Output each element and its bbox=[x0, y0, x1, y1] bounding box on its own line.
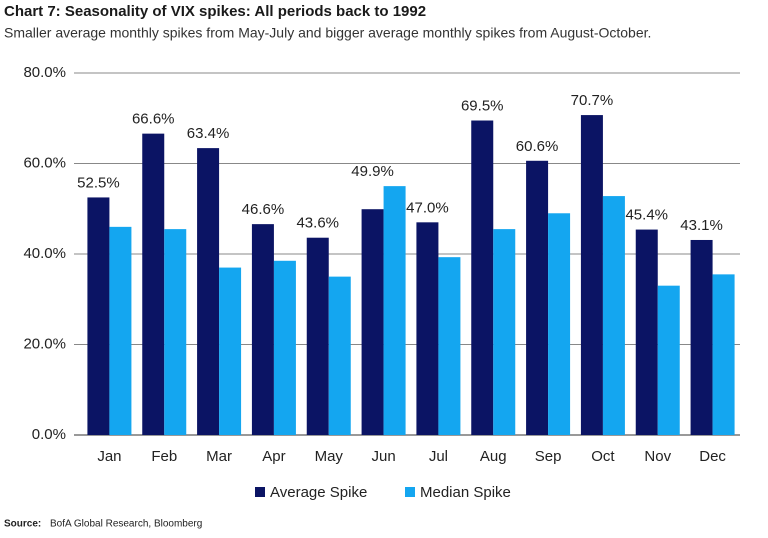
legend-label: Average Spike bbox=[270, 484, 367, 501]
bar bbox=[712, 274, 735, 435]
bar bbox=[602, 196, 625, 435]
bar bbox=[548, 213, 571, 435]
bar bbox=[251, 224, 274, 435]
x-tick-label: Aug bbox=[480, 448, 507, 465]
x-tick-label: Mar bbox=[206, 448, 232, 465]
value-label: 63.4% bbox=[187, 125, 230, 142]
x-tick-label: Feb bbox=[151, 448, 177, 465]
bar bbox=[109, 226, 132, 435]
bar bbox=[690, 239, 713, 435]
x-tick-label: Nov bbox=[644, 448, 671, 465]
y-tick-label: 0.0% bbox=[32, 426, 66, 443]
value-label: 47.0% bbox=[406, 199, 449, 216]
y-tick-label: 40.0% bbox=[23, 245, 66, 262]
chart-title: Chart 7: Seasonality of VIX spikes: All … bbox=[4, 3, 426, 20]
value-label: 70.7% bbox=[571, 92, 614, 109]
legend-swatch bbox=[255, 487, 265, 497]
bar bbox=[416, 222, 439, 435]
x-tick-label: Oct bbox=[591, 448, 615, 465]
value-label: 43.1% bbox=[680, 217, 723, 234]
bar bbox=[306, 237, 329, 435]
legend-swatch bbox=[405, 487, 415, 497]
bar bbox=[493, 229, 516, 435]
value-label: 46.6% bbox=[242, 201, 285, 218]
bar bbox=[164, 229, 187, 435]
value-label: 66.6% bbox=[132, 111, 175, 128]
value-label: 45.4% bbox=[625, 207, 668, 224]
y-tick-label: 80.0% bbox=[23, 64, 66, 81]
value-label: 60.6% bbox=[516, 138, 559, 155]
x-tick-label: Apr bbox=[262, 448, 285, 465]
bar bbox=[471, 120, 494, 435]
bar bbox=[580, 115, 603, 436]
source-label: Source: bbox=[4, 519, 41, 530]
bar bbox=[142, 133, 165, 435]
bar bbox=[219, 267, 242, 435]
bar bbox=[383, 186, 406, 435]
bar bbox=[526, 160, 549, 435]
x-tick-label: May bbox=[315, 448, 344, 465]
bar bbox=[438, 257, 461, 435]
x-tick-label: Dec bbox=[699, 448, 726, 465]
value-label: 43.6% bbox=[296, 215, 339, 232]
bar bbox=[273, 260, 296, 435]
chart-subtitle: Smaller average monthly spikes from May-… bbox=[4, 25, 651, 41]
value-label: 69.5% bbox=[461, 97, 504, 114]
value-label: 52.5% bbox=[77, 174, 120, 191]
bar bbox=[87, 197, 110, 435]
y-tick-label: 60.0% bbox=[23, 154, 66, 171]
x-tick-label: Jul bbox=[429, 448, 448, 465]
x-tick-label: Sep bbox=[535, 448, 562, 465]
bar bbox=[328, 276, 351, 435]
bar bbox=[197, 148, 220, 436]
legend-label: Median Spike bbox=[420, 484, 511, 501]
value-label: 49.9% bbox=[351, 163, 394, 180]
x-tick-label: Jun bbox=[371, 448, 395, 465]
y-tick-label: 20.0% bbox=[23, 335, 66, 352]
bar bbox=[361, 209, 384, 435]
bar bbox=[657, 285, 680, 435]
source-text: BofA Global Research, Bloomberg bbox=[50, 519, 202, 530]
x-tick-label: Jan bbox=[97, 448, 121, 465]
bar bbox=[635, 229, 658, 435]
